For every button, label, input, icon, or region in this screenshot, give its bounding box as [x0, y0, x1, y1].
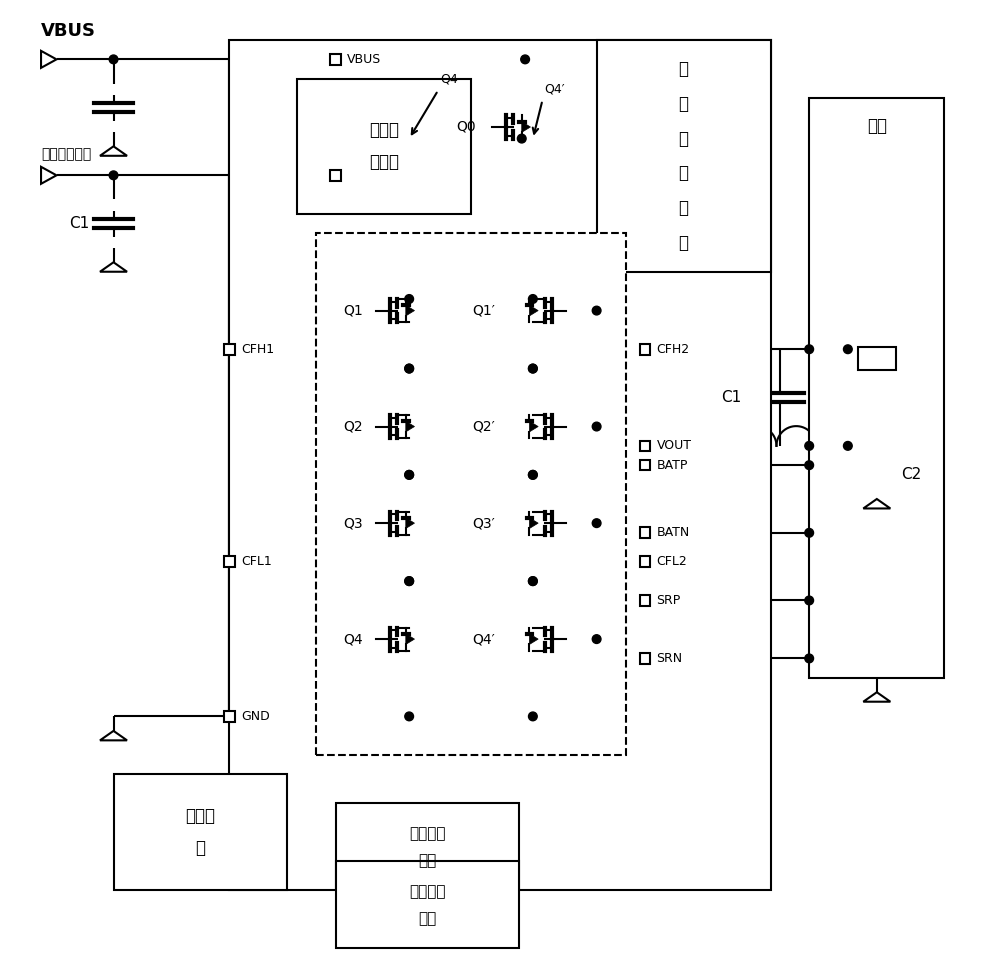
Circle shape — [529, 577, 537, 585]
Bar — [597, 40, 771, 272]
Polygon shape — [529, 634, 538, 644]
Polygon shape — [529, 422, 538, 432]
Polygon shape — [406, 517, 414, 528]
Circle shape — [529, 364, 537, 373]
Bar — [640, 527, 650, 538]
Bar — [336, 861, 519, 949]
Circle shape — [529, 471, 537, 480]
Bar — [336, 803, 519, 891]
Circle shape — [405, 471, 414, 480]
Circle shape — [805, 442, 814, 451]
Circle shape — [405, 364, 414, 373]
Circle shape — [592, 306, 601, 315]
Circle shape — [529, 577, 537, 585]
Polygon shape — [529, 517, 538, 528]
Bar — [297, 78, 471, 214]
Bar — [809, 98, 944, 677]
Text: Q0: Q0 — [456, 120, 476, 134]
Circle shape — [405, 364, 414, 373]
Bar — [224, 556, 235, 567]
Text: Q3′: Q3′ — [472, 516, 495, 530]
Text: 模式选择信号: 模式选择信号 — [41, 147, 91, 161]
Circle shape — [592, 422, 601, 431]
Circle shape — [843, 345, 852, 354]
Text: Q4: Q4 — [343, 632, 363, 646]
Bar — [229, 40, 771, 891]
Polygon shape — [522, 122, 530, 133]
Circle shape — [109, 55, 118, 64]
Text: SRP: SRP — [657, 594, 681, 607]
Circle shape — [805, 654, 814, 663]
Bar — [640, 344, 650, 355]
Circle shape — [405, 471, 414, 480]
Bar — [640, 595, 650, 606]
Text: VBUS: VBUS — [41, 22, 96, 40]
Circle shape — [805, 461, 814, 470]
Text: Q2′: Q2′ — [472, 420, 495, 433]
Circle shape — [517, 135, 526, 143]
Bar — [330, 170, 341, 180]
Text: Q4′: Q4′ — [544, 82, 565, 95]
Text: CFL1: CFL1 — [241, 555, 272, 568]
Bar — [640, 441, 650, 452]
Bar — [224, 711, 235, 722]
Text: 电流采集
电路: 电流采集 电路 — [409, 884, 446, 925]
Circle shape — [843, 442, 852, 451]
Text: CFL2: CFL2 — [657, 555, 687, 568]
Text: 温度检
测电路: 温度检 测电路 — [369, 121, 399, 172]
Text: Q1′: Q1′ — [472, 303, 495, 318]
Circle shape — [529, 471, 537, 480]
Bar — [114, 774, 287, 891]
Text: VOUT: VOUT — [657, 439, 692, 453]
Circle shape — [592, 518, 601, 527]
Bar — [330, 54, 341, 65]
Text: BATP: BATP — [657, 458, 688, 472]
Bar — [316, 234, 626, 755]
Circle shape — [405, 712, 414, 721]
Text: 保护电
路: 保护电 路 — [185, 807, 215, 858]
Text: C2: C2 — [901, 467, 921, 483]
Circle shape — [405, 577, 414, 585]
Text: 电压采集
电路: 电压采集 电路 — [409, 826, 446, 868]
Polygon shape — [406, 422, 414, 432]
Circle shape — [529, 295, 537, 303]
Text: 数
字
控
制
电
路: 数 字 控 制 电 路 — [679, 60, 689, 252]
Text: Q4: Q4 — [440, 73, 458, 85]
Text: Q2: Q2 — [343, 420, 363, 433]
Circle shape — [521, 55, 529, 64]
Text: VBUS: VBUS — [347, 53, 382, 66]
Polygon shape — [406, 305, 414, 316]
Text: C1: C1 — [69, 216, 89, 232]
Circle shape — [805, 345, 814, 354]
Bar — [224, 344, 235, 355]
Text: Q4′: Q4′ — [472, 632, 495, 646]
Bar — [858, 347, 896, 370]
Text: BATN: BATN — [657, 526, 690, 540]
Circle shape — [805, 596, 814, 605]
Text: GND: GND — [241, 710, 270, 723]
Text: CFH1: CFH1 — [241, 343, 274, 356]
Text: Q1: Q1 — [343, 303, 363, 318]
Circle shape — [405, 577, 414, 585]
Text: 电池: 电池 — [867, 117, 887, 136]
Circle shape — [109, 171, 118, 179]
Text: C1: C1 — [721, 391, 742, 405]
Text: CFH2: CFH2 — [657, 343, 690, 356]
Circle shape — [529, 712, 537, 721]
Bar — [640, 653, 650, 664]
Bar — [640, 556, 650, 567]
Bar — [640, 460, 650, 471]
Circle shape — [529, 364, 537, 373]
Polygon shape — [529, 305, 538, 316]
Circle shape — [405, 295, 414, 303]
Text: SRN: SRN — [657, 652, 683, 665]
Text: Q3: Q3 — [343, 516, 363, 530]
Circle shape — [805, 528, 814, 537]
Circle shape — [592, 635, 601, 643]
Polygon shape — [406, 634, 414, 644]
